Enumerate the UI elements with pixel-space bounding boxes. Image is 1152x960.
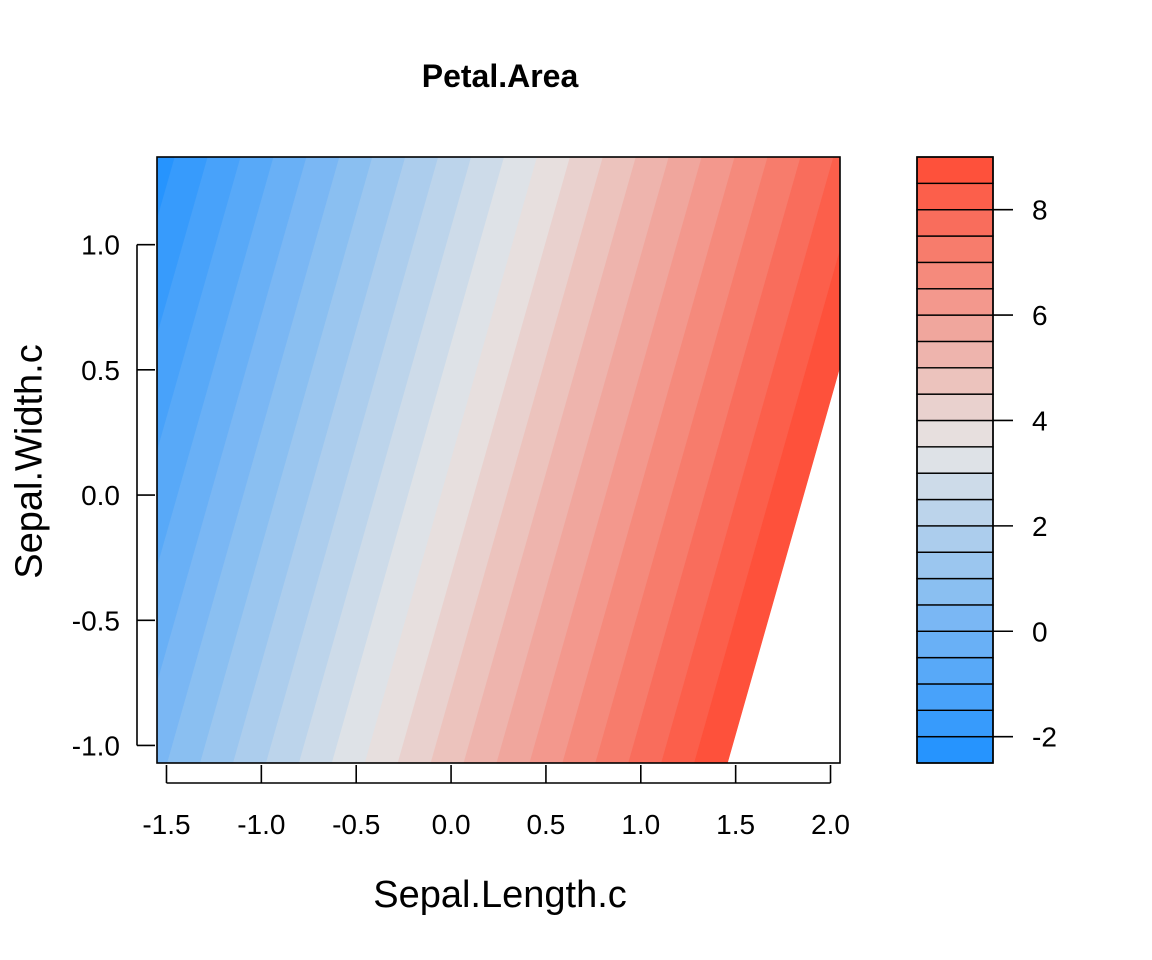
y-tick-label: -1.0 — [72, 730, 120, 761]
colorbar-swatch — [916, 314, 994, 343]
y-tick-label: -0.5 — [72, 605, 120, 636]
x-tick-label: 2.0 — [811, 809, 850, 840]
colorbar-swatch — [916, 683, 994, 712]
x-tick-label: 0.5 — [526, 809, 565, 840]
colorbar-tick-label: 8 — [1032, 195, 1048, 226]
colorbar-swatch — [916, 735, 994, 764]
y-tick-label: 0.5 — [81, 355, 120, 386]
x-tick-label: 1.0 — [621, 809, 660, 840]
colorbar-swatch — [916, 551, 994, 580]
x-tick-label: 1.5 — [716, 809, 755, 840]
colorbar-frame — [916, 156, 994, 764]
colorbar-tick-label: 6 — [1032, 300, 1048, 331]
y-axis-label: Sepal.Width.c — [8, 344, 51, 579]
colorbar-swatch — [916, 604, 994, 632]
y-tick-label: 1.0 — [81, 230, 120, 261]
colorbar-swatch — [916, 182, 994, 211]
colorbar-swatch — [916, 156, 994, 185]
plot-frame — [156, 156, 841, 764]
colorbar-swatch — [916, 630, 994, 659]
colorbar-swatch — [916, 288, 994, 316]
x-tick-label: -1.0 — [237, 809, 285, 840]
x-tick-label: 0.0 — [432, 809, 471, 840]
colorbar-tick-label: -2 — [1032, 722, 1057, 753]
colorbar-swatch — [916, 709, 994, 738]
colorbar-swatch — [916, 498, 994, 527]
colorbar-swatch — [916, 208, 994, 237]
colorbar-swatch — [916, 367, 994, 395]
x-tick-label: -0.5 — [332, 809, 380, 840]
colorbar-swatch — [916, 393, 994, 422]
y-tick-label: 0.0 — [81, 480, 120, 511]
colorbar-swatch — [916, 419, 994, 448]
colorbar-tick-label: 2 — [1032, 511, 1048, 542]
colorbar-swatch — [916, 525, 994, 553]
colorbar-swatch — [916, 261, 994, 290]
colorbar-tick-label: 0 — [1032, 616, 1048, 647]
chart-title: Petal.Area — [421, 58, 579, 94]
x-axis-label: Sepal.Length.c — [373, 874, 627, 916]
colorbar-tick-label: 4 — [1032, 405, 1048, 436]
colorbar-swatch — [916, 446, 994, 474]
x-tick-label: -1.5 — [142, 809, 190, 840]
colorbar-swatch — [916, 656, 994, 685]
colorbar-swatch — [916, 472, 994, 501]
colorbar-swatch — [916, 340, 994, 369]
colorbar-swatch — [916, 235, 994, 264]
colorbar-swatch — [916, 577, 994, 606]
